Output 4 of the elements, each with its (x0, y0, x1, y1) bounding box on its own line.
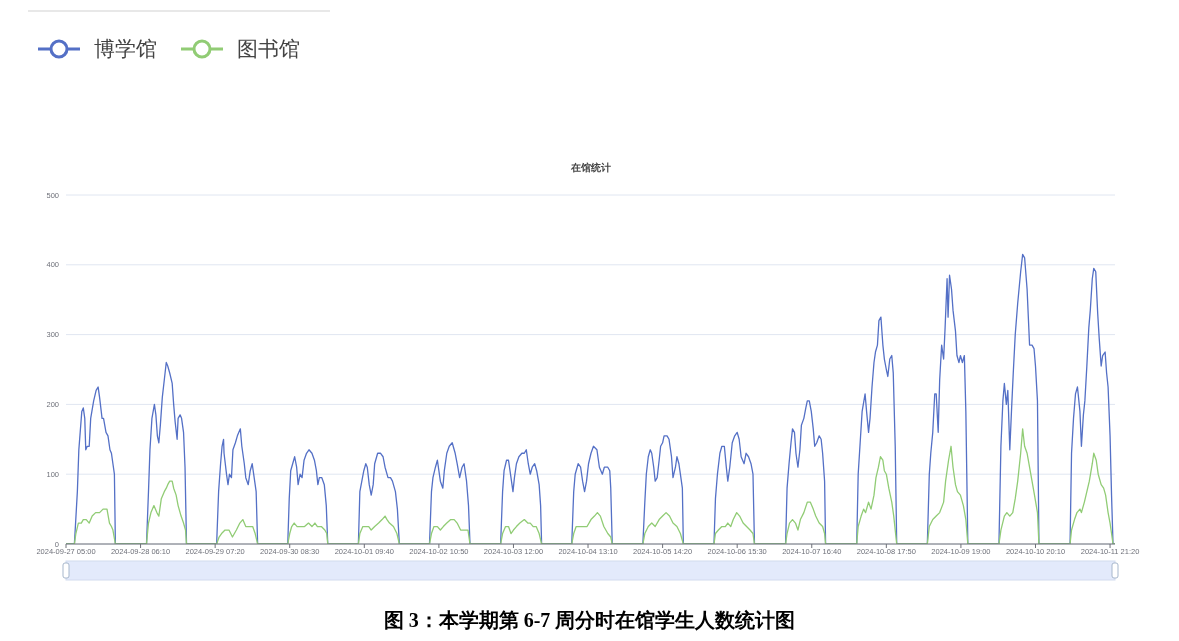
caption: 图 3：本学期第 6-7 周分时在馆学生人数统计图 (383, 609, 796, 631)
legend-label: 博学馆 (94, 37, 157, 61)
legend-label: 图书馆 (237, 37, 300, 61)
chart-title: 在馆统计 (570, 162, 611, 173)
